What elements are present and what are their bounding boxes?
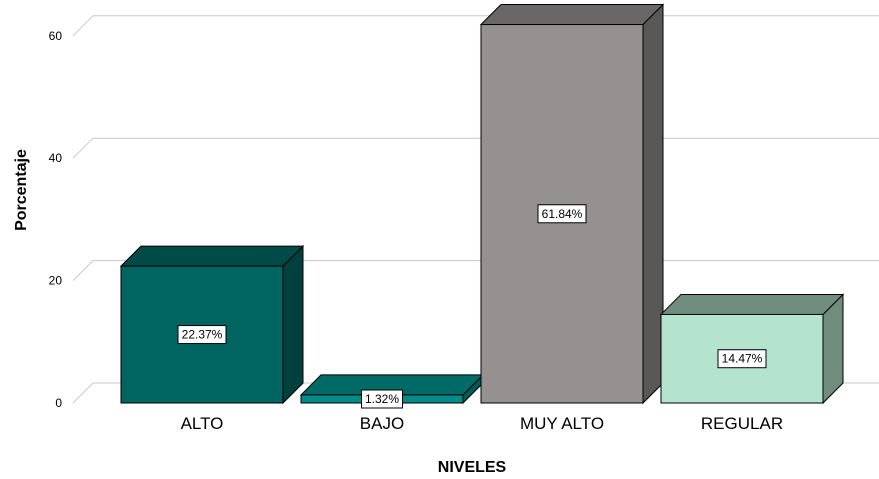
data-label-box [177,325,227,345]
y-tick-label: 60 [49,29,63,43]
x-tick-label: MUY ALTO [520,414,604,433]
data-label: 1.32% [361,389,403,409]
data-label-box [717,349,767,369]
bars: 22.37% 1.32% 61.84% 14.47% [119,3,845,409]
bar-top [659,293,845,315]
bar-front [480,24,644,404]
data-label: 61.84% [537,204,587,224]
bar-side [282,244,304,405]
data-label-text: 61.84% [542,207,583,221]
gridline [72,137,879,159]
data-label-text: 14.47% [722,352,763,366]
bar-top [479,4,665,26]
y-axis-ticks: 0 20 40 60 [49,29,63,410]
bar-regular: 14.47% [659,293,845,405]
data-label-text: 1.32% [365,392,399,406]
bar-bajo: 1.32% [299,373,485,409]
y-tick-label: 20 [49,274,63,288]
bar-muy-alto: 61.84% [479,3,665,405]
y-tick-label: 40 [49,151,63,165]
x-tick-label: ALTO [181,414,224,433]
data-label: 14.47% [717,349,767,369]
x-tick-label: REGULAR [701,414,783,433]
data-label-box [537,204,587,224]
y-tick-label: 0 [55,396,62,410]
y-axis-title: Porcentaje [13,149,30,231]
x-axis-title: NIVELES [438,459,507,476]
gridline [72,15,879,37]
bar-alto: 22.37% [119,244,305,405]
data-label-box [361,389,403,409]
data-label-text: 22.37% [182,328,223,342]
bar-top [119,245,305,267]
x-axis-ticks: ALTO BAJO MUY ALTO REGULAR [181,414,784,433]
x-tick-label: BAJO [360,414,404,433]
data-label: 22.37% [177,325,227,345]
bar-side [642,3,664,405]
